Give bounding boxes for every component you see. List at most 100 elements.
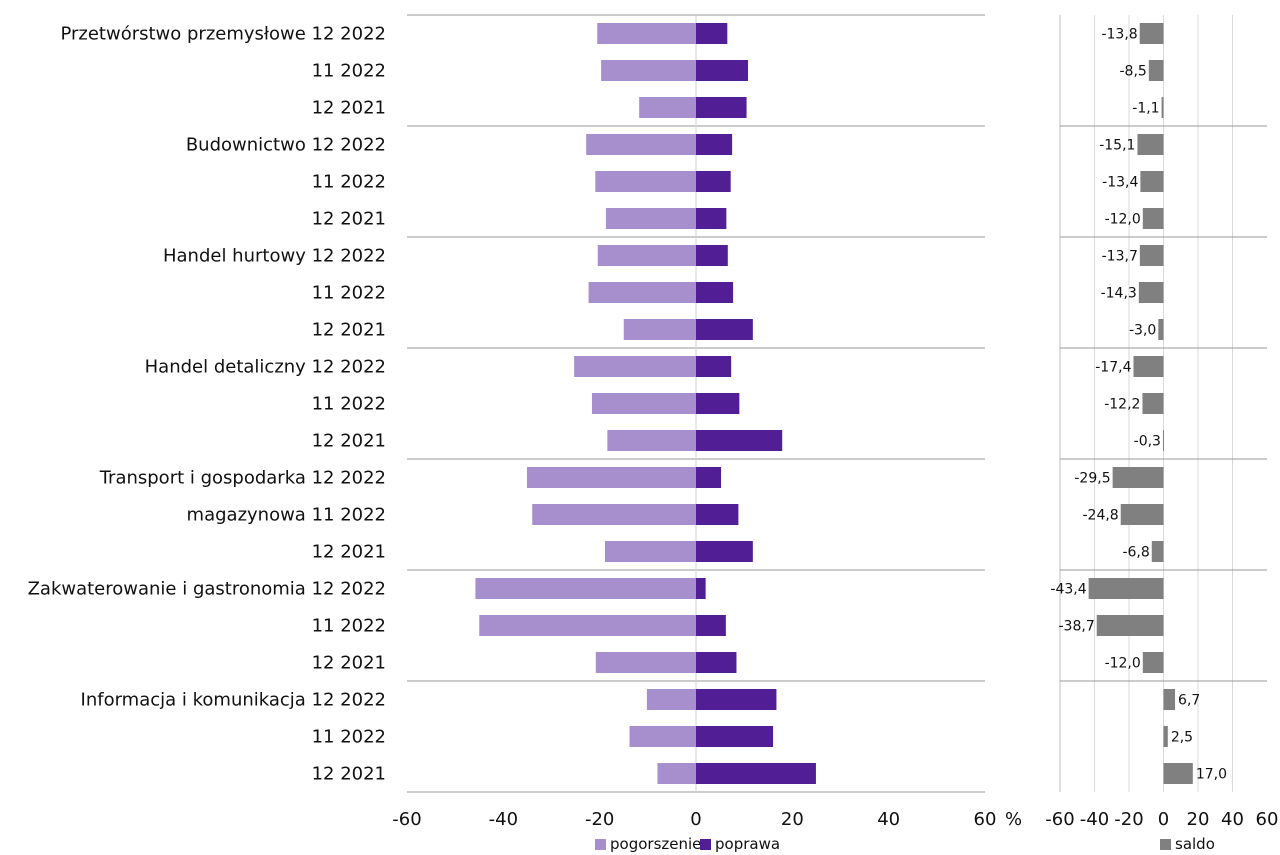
bar-pogorszenie: [646, 689, 696, 710]
main-unit-label: %: [1005, 809, 1022, 830]
bar-pogorszenie: [657, 763, 696, 784]
row-label: 11 2022: [312, 172, 386, 193]
bar-poprawa: [696, 60, 749, 81]
bar-pogorszenie: [586, 134, 696, 155]
bar-pogorszenie: [623, 319, 696, 340]
bar-pogorszenie: [588, 282, 696, 303]
saldo-value-label: -1,1: [1132, 101, 1159, 117]
row-label: Zakwaterowanie i gastronomia 12 2022: [28, 579, 386, 600]
bar-poprawa: [696, 467, 722, 488]
bar-pogorszenie: [526, 467, 696, 488]
saldo-value-label: -14,3: [1101, 286, 1137, 302]
row-label: 12 2021: [312, 764, 386, 785]
row-label: Handel hurtowy 12 2022: [163, 246, 386, 267]
row-label: 11 2022: [312, 283, 386, 304]
row-label: 12 2021: [312, 431, 386, 452]
bar-saldo: [1088, 578, 1164, 599]
saldo-value-label: -13,4: [1102, 175, 1138, 191]
bar-saldo: [1137, 134, 1164, 155]
bar-poprawa: [696, 245, 728, 266]
bar-pogorszenie: [595, 652, 696, 673]
legend-label: poprawa: [715, 835, 780, 853]
bar-saldo: [1158, 319, 1164, 340]
bar-saldo: [1163, 689, 1176, 710]
saldo-x-ticks: -60 -40 -20 0 20 40 60: [1045, 809, 1278, 830]
bar-pogorszenie: [607, 430, 696, 451]
saldo-value-label: -38,7: [1059, 619, 1095, 635]
main-x-tick-label: 0: [690, 809, 701, 830]
bar-poprawa: [696, 689, 777, 710]
row-label: 12 2021: [312, 209, 386, 230]
saldo-value-label: -17,4: [1095, 360, 1131, 376]
bar-saldo: [1120, 504, 1164, 525]
bar-pogorszenie: [639, 97, 696, 118]
main-x-tick-label: -40: [489, 809, 518, 830]
saldo-x-tick-label: -60: [1045, 809, 1074, 830]
bar-pogorszenie: [475, 578, 696, 599]
saldo-value-label: -0,3: [1134, 434, 1161, 450]
bar-poprawa: [696, 726, 774, 747]
bar-poprawa: [696, 23, 728, 44]
saldo-x-tick-label: 60: [1256, 809, 1279, 830]
saldo-value-label: -12,0: [1105, 212, 1141, 228]
row-label: Handel detaliczny 12 2022: [145, 357, 386, 378]
bar-poprawa: [696, 504, 739, 525]
main-bars: [475, 23, 816, 784]
bar-pogorszenie: [629, 726, 696, 747]
saldo-value-label: -29,5: [1074, 471, 1110, 487]
main-x-tick-label: 40: [877, 809, 900, 830]
saldo-value-label: -13,7: [1102, 249, 1138, 265]
bar-poprawa: [696, 615, 726, 636]
saldo-value-label: -43,4: [1050, 582, 1086, 598]
bar-pogorszenie: [574, 356, 696, 377]
row-labels: Przetwórstwo przemysłowe 12 2022 11 2022 1…: [28, 24, 386, 785]
legend-swatch-poprawa: [700, 839, 711, 850]
bar-poprawa: [696, 282, 734, 303]
bar-poprawa: [696, 134, 733, 155]
bar-pogorszenie: [479, 615, 696, 636]
bar-poprawa: [696, 393, 740, 414]
row-label: Budownictwo 12 2022: [186, 135, 386, 156]
saldo-value-label: -13,8: [1101, 27, 1137, 43]
main-x-tick-label: 60: [974, 809, 997, 830]
bar-poprawa: [696, 541, 753, 562]
saldo-value-label: -3,0: [1129, 323, 1156, 339]
bar-poprawa: [696, 763, 816, 784]
saldo-value-label: 6,7: [1178, 693, 1200, 709]
bar-saldo: [1142, 393, 1164, 414]
main-x-ticks: -60 -40 -20 0 20 40 60: [392, 809, 996, 830]
bar-poprawa: [696, 430, 783, 451]
bar-pogorszenie: [591, 393, 696, 414]
bar-saldo: [1139, 23, 1164, 44]
row-label: 12 2021: [312, 98, 386, 119]
saldo-bars: -13,8 -8,5 -1,1 -15,1 -13,4 -12,0 -13,7 -14,3 -3…: [1050, 23, 1227, 784]
row-label: 11 2022: [312, 394, 386, 415]
row-label: magazynowa 11 2022: [187, 505, 386, 526]
bar-poprawa: [696, 171, 731, 192]
bar-saldo: [1139, 245, 1164, 266]
legend-swatch-pogorszenie: [595, 839, 606, 850]
bar-pogorszenie: [597, 245, 696, 266]
saldo-value-label: -8,5: [1120, 64, 1147, 80]
bar-pogorszenie: [595, 171, 696, 192]
saldo-x-tick-label: -20: [1114, 809, 1143, 830]
row-label: 11 2022: [312, 616, 386, 637]
row-label: Transport i gospodarka 12 2022: [99, 468, 386, 489]
bar-saldo: [1163, 763, 1193, 784]
row-label: 12 2021: [312, 653, 386, 674]
saldo-x-tick-label: -40: [1080, 809, 1109, 830]
bar-saldo: [1142, 208, 1164, 229]
bar-saldo: [1138, 282, 1164, 303]
row-label: 11 2022: [312, 727, 386, 748]
main-x-tick-label: 20: [781, 809, 804, 830]
bar-poprawa: [696, 319, 753, 340]
bar-poprawa: [696, 97, 747, 118]
main-x-tick-label: -20: [585, 809, 614, 830]
bar-saldo: [1142, 652, 1164, 673]
bar-pogorszenie: [532, 504, 696, 525]
bar-saldo: [1096, 615, 1164, 636]
bar-pogorszenie: [597, 23, 696, 44]
bar-saldo: [1140, 171, 1164, 192]
row-label: 12 2021: [312, 542, 386, 563]
